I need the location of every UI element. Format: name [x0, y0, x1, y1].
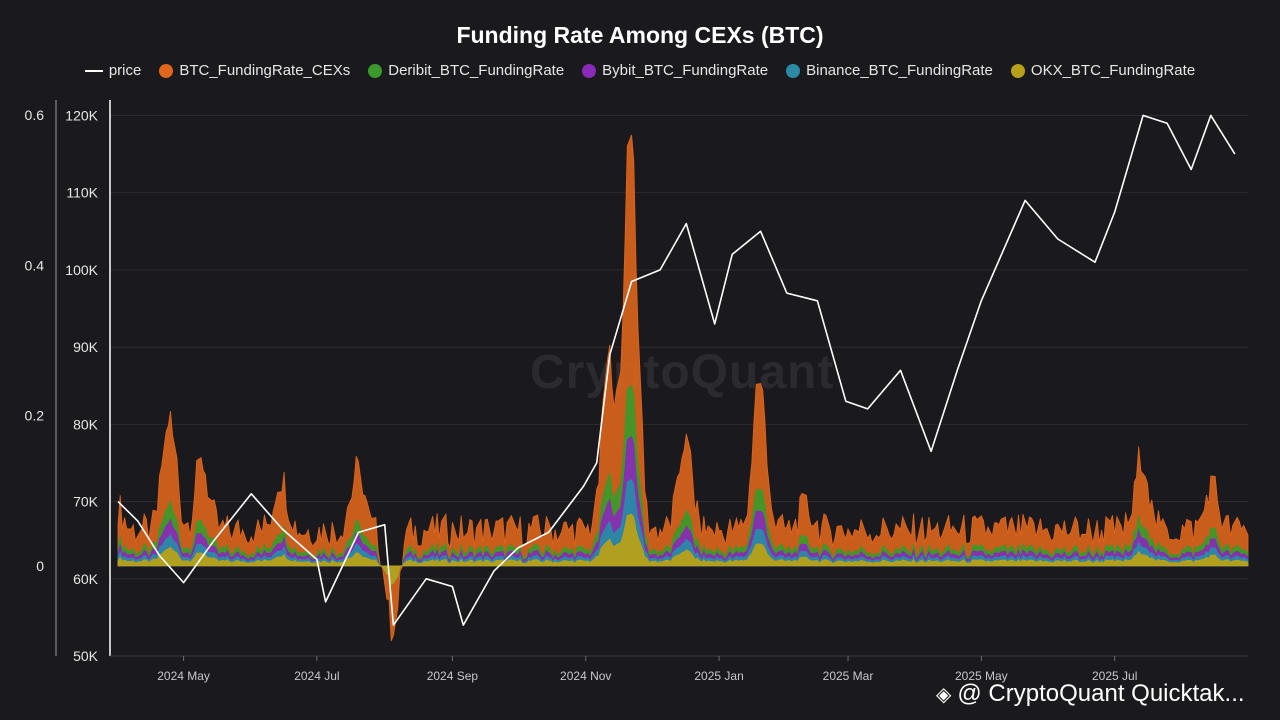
footer-attribution: ◈ @ CryptoQuant Quicktak...: [936, 680, 1245, 708]
y-right-tick-label: 90K: [73, 339, 99, 355]
legend-item-deribit[interactable]: Deribit_BTC_FundingRate: [368, 62, 564, 79]
legend-item-okx[interactable]: OKX_BTC_FundingRate: [1010, 62, 1196, 79]
x-tick-label: 2025 May: [955, 669, 1008, 683]
legend-swatch-okx: [1010, 63, 1025, 78]
legend-label: OKX_BTC_FundingRate: [1030, 62, 1196, 79]
legend-item-price[interactable]: price: [84, 62, 142, 79]
chart-title: Funding Rate Among CEXs (BTC): [456, 22, 824, 48]
x-tick-label: 2024 May: [157, 669, 210, 683]
y-right-tick-label: 70K: [73, 494, 99, 510]
y-right-tick-label: 50K: [73, 648, 99, 664]
x-tick-label: 2024 Sep: [427, 669, 479, 683]
legend-swatch-price: [84, 69, 103, 72]
binance-logo-icon: ◈: [936, 683, 952, 706]
area-okx: [117, 513, 1249, 586]
legend-label: price: [108, 62, 142, 79]
y-left-tick-label: 0.2: [25, 408, 45, 424]
legend-swatch-cexs: [159, 63, 174, 78]
legend-label: BTC_FundingRate_CEXs: [179, 62, 351, 79]
legend-label: Deribit_BTC_FundingRate: [388, 62, 565, 79]
x-tick-label: 2025 Jan: [694, 669, 743, 683]
price-line: [117, 114, 1236, 626]
legend-label: Bybit_BTC_FundingRate: [602, 62, 769, 79]
y-right-tick-label: 60K: [73, 571, 99, 587]
y-right-tick-label: 110K: [66, 185, 98, 201]
legend-item-bybit[interactable]: Bybit_BTC_FundingRate: [582, 62, 768, 79]
legend: price BTC_FundingRate_CEXs Deribit_BTC_F…: [0, 62, 1280, 79]
legend-item-cexs[interactable]: BTC_FundingRate_CEXs: [159, 62, 350, 79]
y-left-tick-label: 0: [36, 558, 44, 574]
legend-swatch-bybit: [582, 63, 597, 78]
x-tick-label: 2024 Jul: [294, 669, 339, 683]
watermark: CryptoQuant: [530, 346, 835, 399]
legend-item-binance[interactable]: Binance_BTC_FundingRate: [786, 62, 993, 79]
y-left-tick-label: 0.4: [25, 257, 45, 273]
y-right-tick-label: 80K: [73, 416, 99, 432]
legend-swatch-deribit: [368, 63, 383, 78]
x-tick-label: 2025 Mar: [823, 669, 874, 683]
y-left-tick-label: 0.6: [25, 107, 45, 123]
x-tick-label: 2025 Jul: [1092, 669, 1137, 683]
x-tick-label: 2024 Nov: [560, 669, 611, 683]
legend-swatch-binance: [786, 63, 801, 78]
y-right-tick-label: 120K: [65, 107, 98, 123]
legend-label: Binance_BTC_FundingRate: [806, 62, 993, 79]
footer-text: @ CryptoQuant Quicktak...: [957, 680, 1245, 707]
y-right-tick-label: 100K: [65, 262, 98, 278]
